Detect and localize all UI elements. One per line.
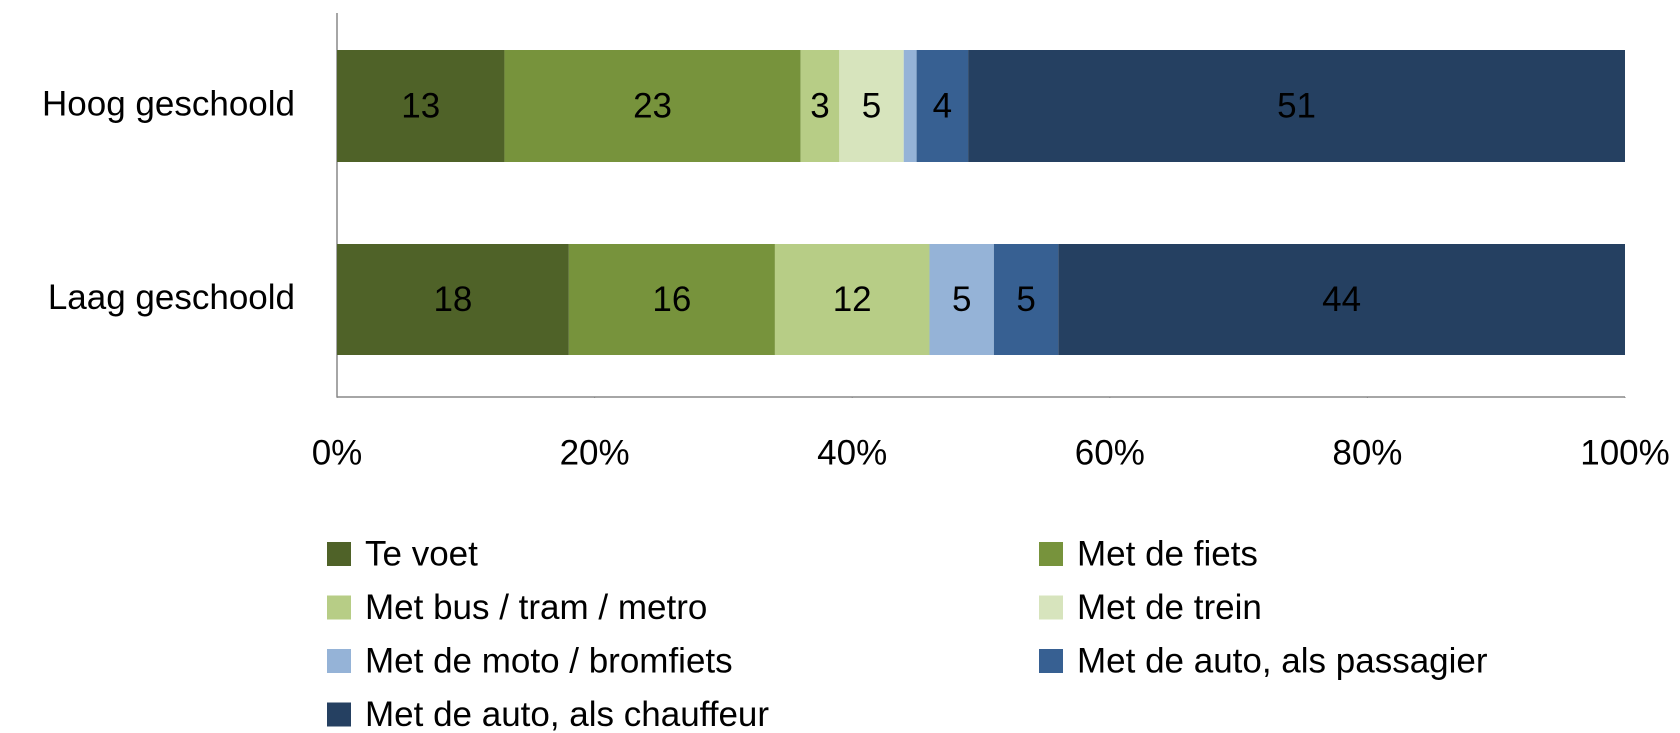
legend-label: Met de auto, als chauffeur (365, 695, 769, 733)
bar-segment (774, 244, 930, 355)
legend-swatch (1039, 542, 1063, 566)
x-tick-label: 80% (1332, 433, 1402, 472)
data-label: 3 (810, 86, 829, 125)
bar-segment (968, 50, 1625, 162)
x-tick-label: 100% (1580, 433, 1670, 472)
data-label: 16 (652, 280, 691, 319)
legend-label: Te voet (365, 534, 478, 573)
legend-label: Met de trein (1077, 588, 1262, 627)
data-label: 5 (862, 86, 881, 125)
bar-segment (916, 50, 969, 162)
legend-label: Met de fiets (1077, 534, 1258, 573)
bar-segment (1058, 244, 1625, 355)
x-tick-label: 60% (1075, 433, 1145, 472)
y-tick-label: Laag geschoold (48, 278, 295, 317)
data-label: 12 (833, 280, 872, 319)
data-label: 13 (401, 86, 440, 125)
y-tick-label: Hoog geschoold (42, 84, 295, 123)
bar-segment (903, 50, 917, 162)
bar-segment (993, 244, 1059, 355)
data-label: 4 (933, 86, 952, 125)
bar-segment (800, 50, 840, 162)
legend-swatch (327, 649, 351, 673)
data-label: 5 (952, 280, 971, 319)
legend-swatch (327, 542, 351, 566)
x-tick-label: 20% (560, 433, 630, 472)
bar-segment (337, 50, 505, 162)
bar-segment (504, 50, 801, 162)
bar-segment (839, 50, 904, 162)
data-label: 18 (433, 280, 472, 319)
x-tick-label: 0% (312, 433, 363, 472)
data-label: 23 (633, 86, 672, 125)
legend-label: Met de moto / bromfiets (365, 641, 733, 680)
bar-segment (337, 244, 569, 355)
legend-swatch (327, 595, 351, 620)
legend-label: Met bus / tram / metro (365, 588, 707, 627)
data-label: 5 (1016, 280, 1035, 319)
legend-swatch (1039, 649, 1063, 673)
data-label: 44 (1322, 280, 1361, 319)
bar-segment (929, 244, 994, 355)
bar-segment (568, 244, 775, 355)
x-tick-label: 40% (817, 433, 887, 472)
legend-swatch (327, 702, 351, 727)
data-label: 51 (1277, 86, 1316, 125)
legend-swatch (1039, 595, 1063, 620)
legend-label: Met de auto, als passagier (1077, 641, 1488, 680)
